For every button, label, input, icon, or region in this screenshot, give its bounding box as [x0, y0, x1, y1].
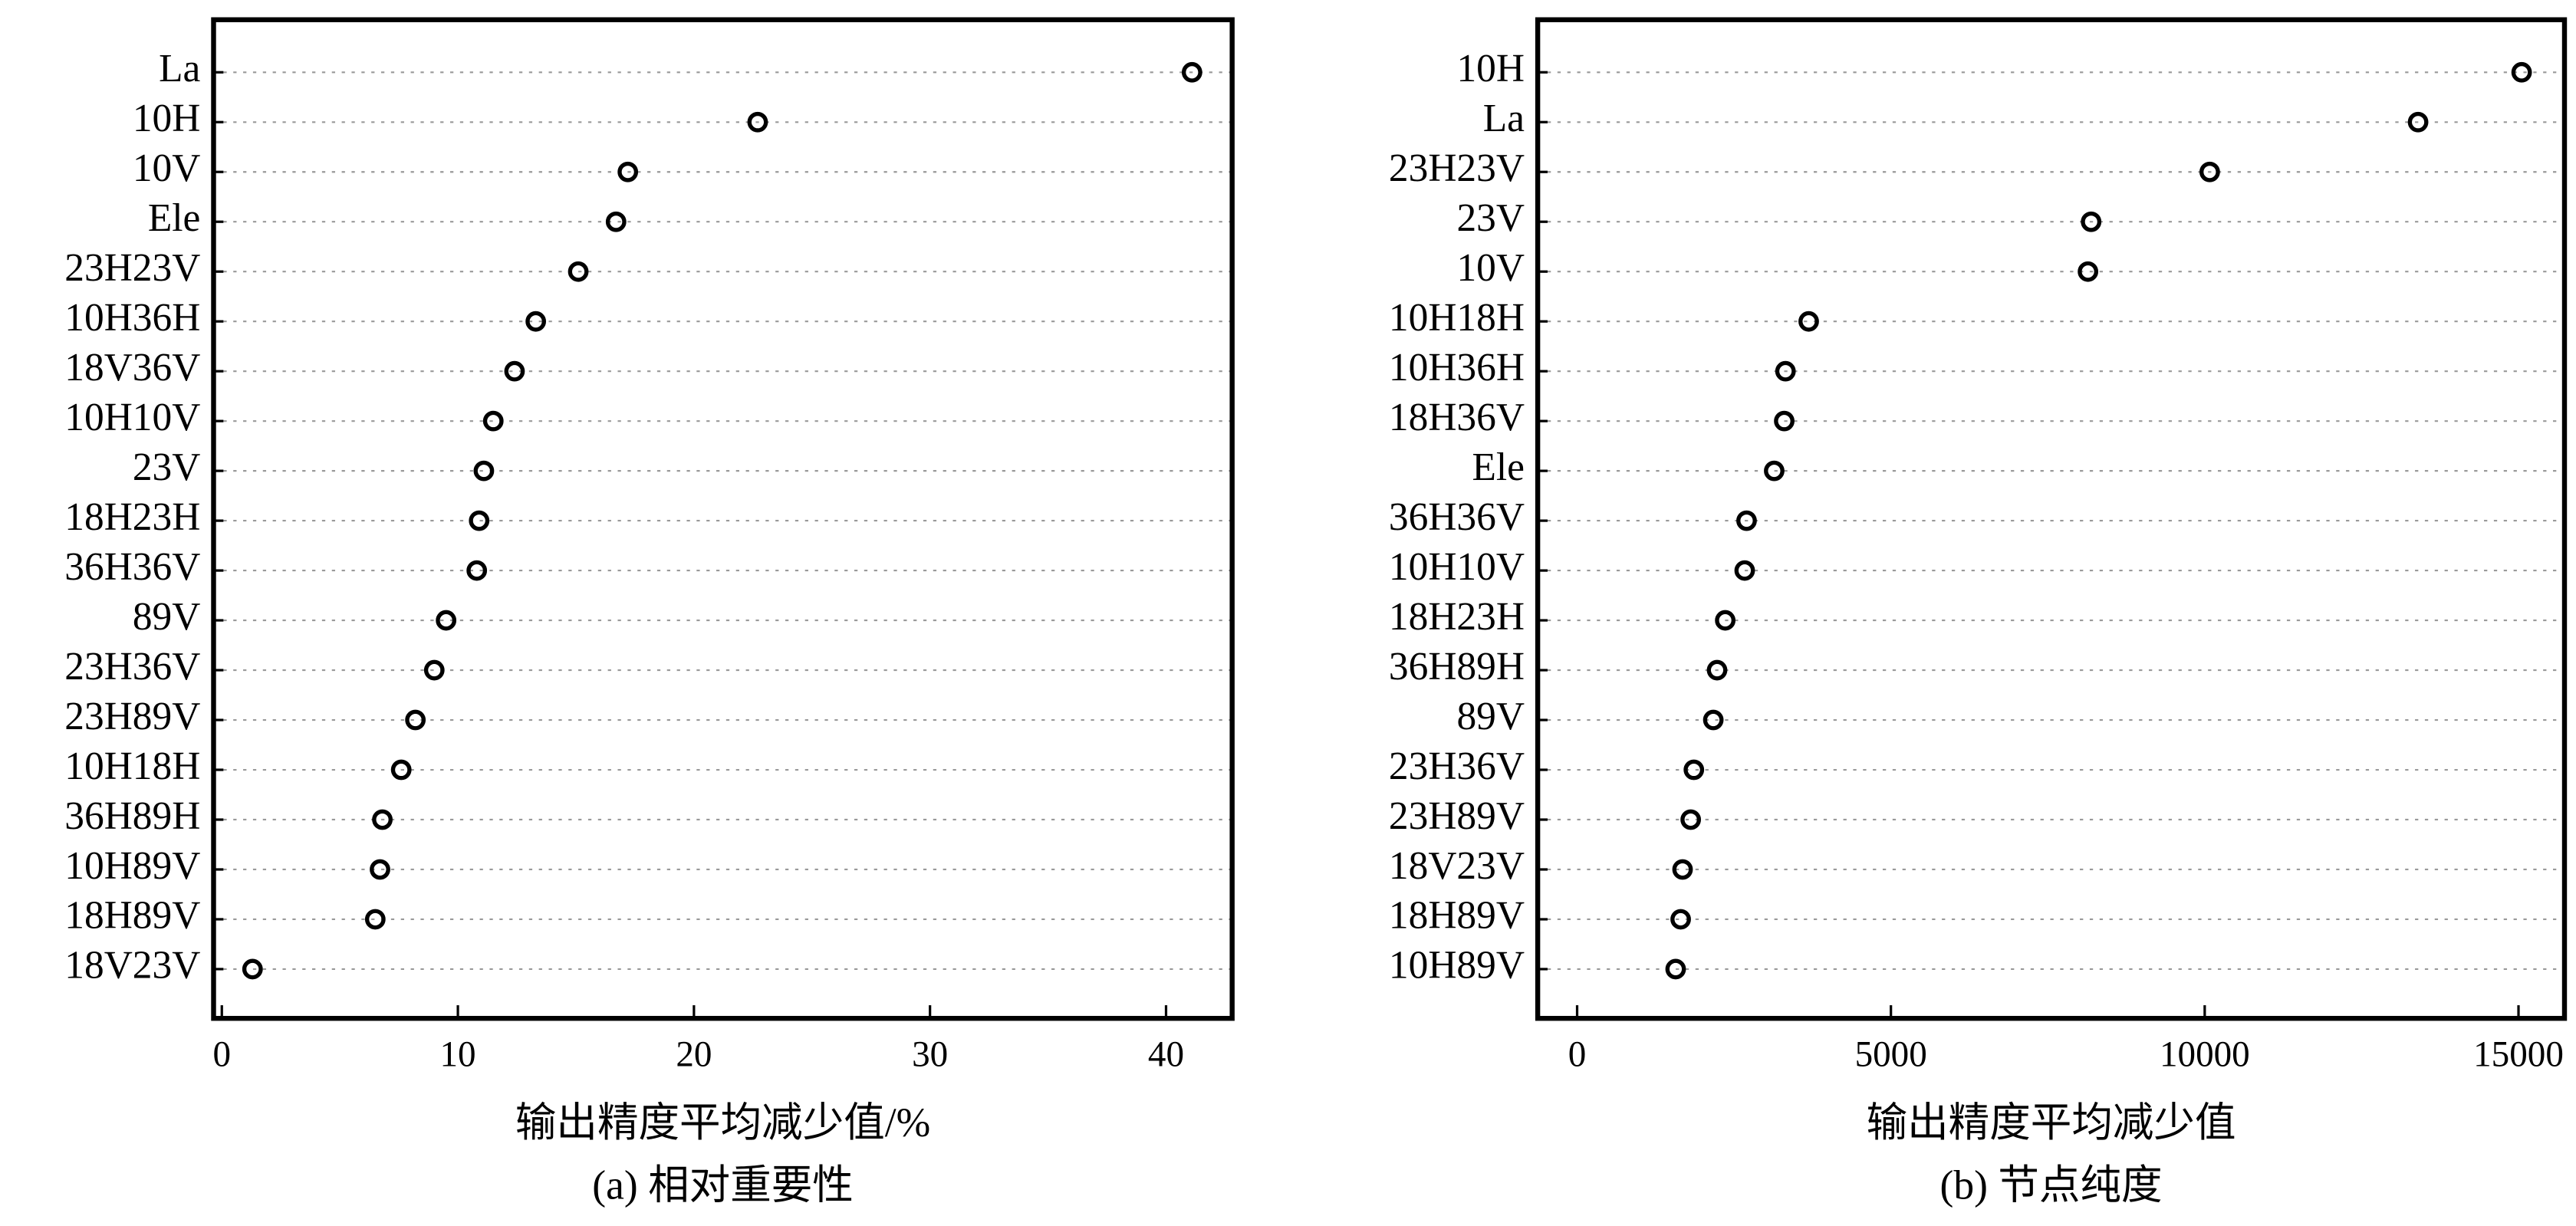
y-tick-label: 36H36V: [1389, 495, 1525, 539]
x-tick-label: 0: [212, 1034, 231, 1074]
dot: [1670, 909, 1691, 930]
y-tick-label: 23H89V: [1389, 794, 1525, 838]
dot: [370, 859, 390, 880]
y-tick-label: 10V: [133, 146, 201, 190]
y-tick-label: Ele: [1472, 445, 1525, 489]
y-tick-label: 23H36V: [64, 645, 200, 689]
y-tick-label: 23H36V: [1389, 744, 1525, 788]
plot-frame: [211, 17, 1235, 1021]
dot: [1181, 61, 1202, 83]
y-tick-label: 10H36H: [1389, 346, 1525, 389]
dot: [2407, 111, 2429, 133]
y-tick-label: 18V23V: [64, 944, 200, 988]
dot: [482, 410, 504, 432]
y-tick-label: 23V: [133, 445, 201, 489]
y-tick-label: La: [159, 47, 200, 90]
y-tick-label: 10H: [1456, 47, 1525, 90]
y-tick-label: 18H36V: [1389, 396, 1525, 439]
y-tick-label: 10H89V: [1389, 944, 1525, 988]
y-tick-label: 10H36H: [64, 296, 200, 340]
x-tick-label: 0: [1568, 1034, 1587, 1074]
y-tick-label: 18V23V: [1389, 844, 1525, 888]
dot: [1798, 311, 1819, 332]
dot: [1706, 659, 1728, 681]
dot: [242, 958, 263, 980]
y-tick-label: 18H89V: [64, 894, 200, 938]
dot: [568, 261, 589, 282]
dot: [1683, 759, 1705, 781]
y-tick-label: 18H23H: [64, 495, 200, 539]
x-axis-label: 输出精度平均减少值/%: [515, 1099, 930, 1145]
y-tick-label: 10H: [133, 97, 201, 140]
y-tick-label: 89V: [133, 595, 201, 639]
y-tick-label: 36H89H: [1389, 645, 1525, 689]
x-tick-label: 5000: [1855, 1034, 1927, 1074]
dot: [466, 560, 488, 581]
y-tick-label: 23H23V: [64, 246, 200, 290]
x-tick-label: 10000: [2160, 1034, 2250, 1074]
x-tick-label: 10: [440, 1034, 476, 1074]
dot: [1665, 958, 1686, 980]
dot: [1680, 809, 1702, 830]
y-tick-label: 89V: [1456, 695, 1525, 738]
x-tick-label: 20: [676, 1034, 712, 1074]
dot: [1734, 560, 1755, 581]
caption: (a) 相对重要性: [592, 1162, 854, 1208]
caption: (b) 节点纯度: [1940, 1162, 2163, 1208]
dot: [390, 759, 412, 781]
dot: [1764, 460, 1785, 482]
dot: [747, 111, 768, 133]
y-tick-label: 18H23H: [1389, 595, 1525, 639]
y-tick-label: La: [1483, 97, 1525, 140]
dot: [1715, 610, 1736, 631]
dot: [1774, 410, 1795, 432]
dot: [1775, 360, 1796, 382]
dot: [605, 211, 627, 232]
dot: [525, 311, 547, 332]
x-tick-label: 40: [1148, 1034, 1184, 1074]
y-tick-label: 36H36V: [64, 545, 200, 589]
dot: [372, 809, 393, 830]
dot: [2078, 261, 2099, 282]
y-tick-label: 23H23V: [1389, 146, 1525, 190]
dot: [2081, 211, 2102, 232]
y-tick-label: 10H89V: [64, 844, 200, 888]
x-axis-label: 输出精度平均减少值: [1867, 1099, 2236, 1145]
x-tick-label: 30: [912, 1034, 948, 1074]
y-tick-label: 10V: [1456, 246, 1525, 290]
dot: [423, 659, 445, 681]
y-tick-label: 23H89V: [64, 695, 200, 738]
dot: [473, 460, 495, 482]
dot: [364, 909, 386, 930]
y-tick-label: 18V36V: [64, 346, 200, 389]
plot-frame: [1535, 17, 2568, 1021]
dot: [469, 510, 490, 531]
y-tick-label: 18H89V: [1389, 894, 1525, 938]
y-tick-label: 10H18H: [1389, 296, 1525, 340]
dot: [504, 360, 525, 382]
dot: [1672, 859, 1693, 880]
dot: [2511, 61, 2532, 83]
x-tick-label: 15000: [2473, 1034, 2564, 1074]
dot: [405, 709, 426, 731]
y-tick-label: 23V: [1456, 196, 1525, 240]
y-tick-label: 10H10V: [1389, 545, 1525, 589]
y-tick-label: 10H18H: [64, 744, 200, 788]
dot: [2199, 161, 2220, 182]
dot: [617, 161, 639, 182]
y-tick-label: 36H89H: [64, 794, 200, 838]
y-tick-label: Ele: [148, 196, 201, 240]
dot: [1736, 510, 1757, 531]
y-tick-label: 10H10V: [64, 396, 200, 439]
dot: [436, 610, 457, 631]
dot: [1703, 709, 1724, 731]
